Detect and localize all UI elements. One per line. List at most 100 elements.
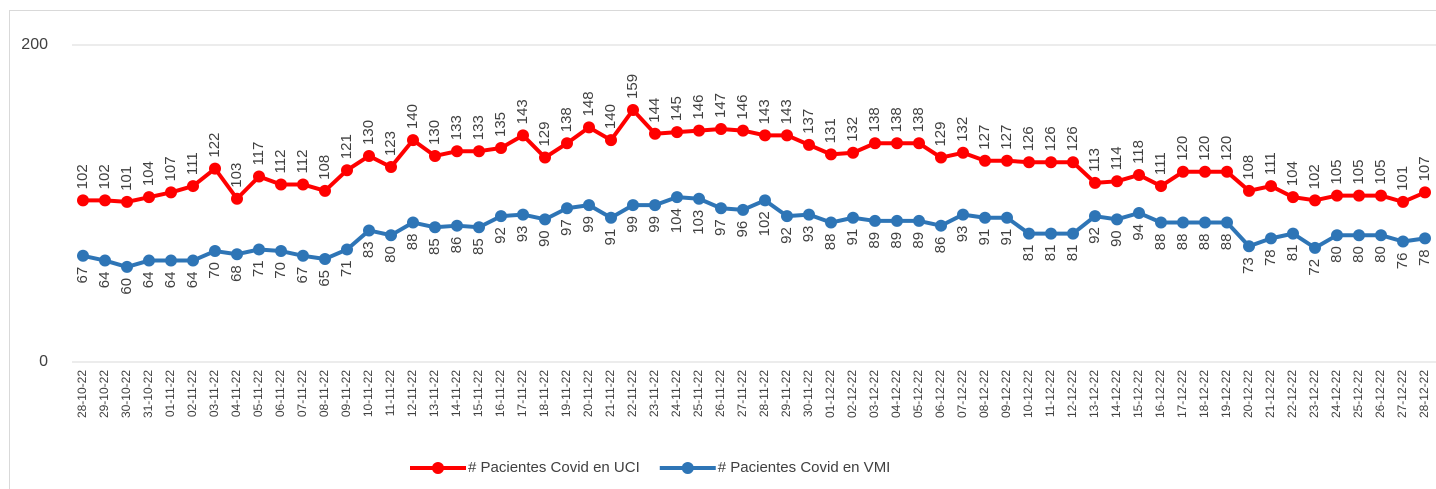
x-tick-label: 27-12-22: [1395, 370, 1409, 418]
point: [1067, 156, 1079, 169]
x-tick-label: 16-12-22: [1153, 370, 1167, 418]
point: [649, 199, 661, 212]
value-label: 105: [1328, 160, 1345, 185]
point: [473, 221, 485, 234]
point: [671, 126, 683, 139]
value-label: 94: [1130, 224, 1147, 241]
value-label: 105: [1350, 160, 1367, 185]
point: [341, 164, 353, 177]
point: [627, 103, 639, 116]
value-label: 81: [1020, 245, 1037, 262]
value-label: 126: [1042, 126, 1059, 151]
point: [1243, 184, 1255, 197]
x-tick-label: 01-11-22: [163, 370, 177, 417]
point: [99, 254, 111, 267]
value-label: 86: [448, 237, 465, 254]
value-label: 132: [844, 117, 861, 142]
value-label: 108: [1240, 155, 1257, 180]
value-label: 64: [96, 272, 113, 289]
value-label: 93: [800, 226, 817, 243]
point: [1177, 216, 1189, 229]
x-tick-label: 27-11-22: [735, 370, 749, 417]
value-label: 91: [998, 229, 1015, 246]
value-label: 71: [338, 260, 355, 277]
value-label: 65: [316, 270, 333, 287]
value-label: 102: [756, 211, 773, 236]
value-label: 117: [250, 142, 267, 166]
value-label: 90: [1108, 230, 1125, 247]
value-label: 88: [1218, 234, 1235, 251]
x-tick-label: 20-12-22: [1241, 370, 1255, 418]
value-label: 93: [954, 226, 971, 243]
x-tick-label: 14-12-22: [1109, 370, 1123, 418]
point: [935, 219, 947, 232]
point: [649, 127, 661, 140]
point: [1243, 240, 1255, 253]
value-label: 143: [778, 99, 795, 124]
point: [275, 245, 287, 258]
point: [847, 146, 859, 159]
point: [1309, 194, 1321, 207]
x-tick-label: 22-12-22: [1285, 370, 1299, 418]
value-label: 126: [1064, 126, 1081, 151]
value-label: 120: [1196, 136, 1213, 161]
value-label: 80: [1350, 246, 1367, 263]
point: [1287, 227, 1299, 240]
x-tick-label: 19-12-22: [1219, 370, 1233, 418]
value-label: 129: [932, 122, 949, 147]
point: [1089, 210, 1101, 223]
value-label: 90: [536, 230, 553, 247]
value-label: 140: [602, 104, 619, 129]
point: [1375, 229, 1387, 242]
x-tick-label: 12-11-22: [405, 370, 419, 417]
value-label: 129: [536, 122, 553, 147]
point: [1155, 180, 1167, 193]
x-tick-label: 25-12-22: [1351, 370, 1365, 418]
point: [275, 178, 287, 191]
point: [1177, 165, 1189, 178]
value-label: 138: [866, 107, 883, 132]
value-label: 64: [140, 272, 157, 289]
value-label: 64: [184, 272, 201, 289]
value-label: 143: [756, 99, 773, 124]
x-tick-label: 09-11-22: [339, 370, 353, 417]
value-label: 130: [360, 120, 377, 145]
point: [297, 178, 309, 191]
value-label: 102: [1306, 164, 1323, 189]
value-label: 103: [690, 210, 707, 235]
x-tick-label: 28-11-22: [757, 370, 771, 417]
value-label: 123: [382, 131, 399, 156]
value-label: 71: [250, 260, 267, 277]
point: [539, 213, 551, 226]
x-tick-label: 17-11-22: [515, 370, 529, 417]
point: [605, 134, 617, 147]
point: [803, 138, 815, 151]
point: [583, 121, 595, 134]
legend-label: # Pacientes Covid en VMI: [718, 459, 891, 476]
point: [1309, 241, 1321, 254]
value-label: 91: [844, 229, 861, 246]
x-tick-label: 28-10-22: [75, 370, 89, 418]
x-tick-label: 04-11-22: [229, 370, 243, 417]
value-label: 101: [1394, 166, 1411, 191]
value-label: 105: [1372, 160, 1389, 185]
value-label: 112: [294, 150, 311, 174]
value-label: 97: [558, 219, 575, 236]
value-label: 131: [822, 118, 839, 143]
value-label: 126: [1020, 126, 1037, 151]
value-label: 64: [162, 272, 179, 289]
point: [99, 194, 111, 207]
point: [869, 137, 881, 150]
value-label: 88: [404, 234, 421, 251]
point: [781, 210, 793, 223]
x-tick-label: 21-11-22: [603, 370, 617, 417]
point: [1133, 207, 1145, 220]
point: [671, 191, 683, 204]
point: [715, 123, 727, 136]
x-tick-label: 15-12-22: [1131, 370, 1145, 418]
point: [187, 180, 199, 193]
x-tick-label: 18-12-22: [1197, 370, 1211, 418]
point: [1419, 186, 1431, 199]
x-tick-label: 25-11-22: [691, 370, 705, 417]
